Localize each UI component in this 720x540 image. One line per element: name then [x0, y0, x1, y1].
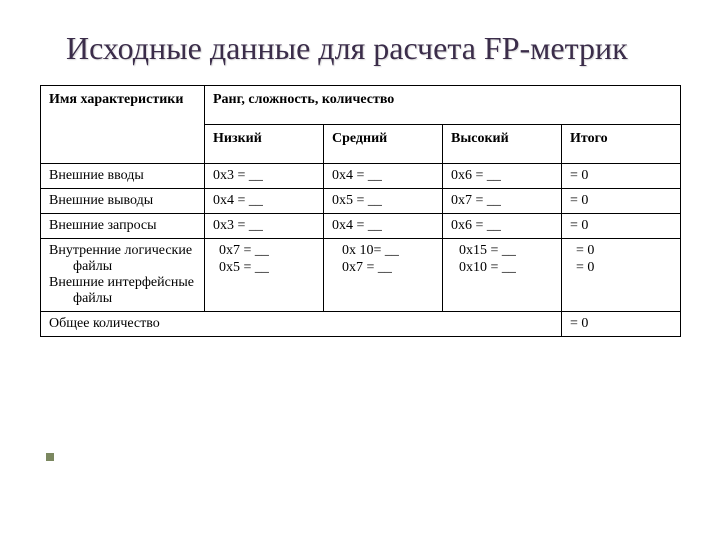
col-header-rank-group: Ранг, сложность, количество [205, 85, 681, 124]
col-header-mid: Средний [324, 124, 443, 163]
cell-mid-compound: 0x 10= __ 0x7 = __ [324, 238, 443, 311]
cell-total: = 0 [562, 188, 681, 213]
cell-low: 0x3 = __ [205, 163, 324, 188]
slide-title: Исходные данные для расчета FP-метрик [66, 30, 690, 67]
cell-high-line1: 0x15 = __ [459, 243, 553, 260]
cell-low-line2: 0x5 = __ [219, 260, 315, 277]
col-header-name-text: Имя характеристики [49, 92, 196, 108]
table-row-compound: Внутренние логические файлы Внешние инте… [41, 238, 681, 311]
table-row: Внешние выводы 0x4 = __ 0x5 = __ 0x7 = _… [41, 188, 681, 213]
cell-mid: 0x4 = __ [324, 163, 443, 188]
table-row: Внешние вводы 0x3 = __ 0x4 = __ 0x6 = __… [41, 163, 681, 188]
table-header-row-1: Имя характеристики Ранг, сложность, коли… [41, 85, 681, 124]
cell-high: 0x6 = __ [443, 163, 562, 188]
table-footer-row: Общее количество = 0 [41, 311, 681, 336]
col-header-low: Низкий [205, 124, 324, 163]
cell-high-line2: 0x10 = __ [459, 260, 553, 277]
col-header-high: Высокий [443, 124, 562, 163]
cell-total-line1: = 0 [576, 243, 672, 260]
cell-low-line1: 0x7 = __ [219, 243, 315, 260]
cell-high: 0x7 = __ [443, 188, 562, 213]
cell-high-compound: 0x15 = __ 0x10 = __ [443, 238, 562, 311]
cell-name-compound: Внутренние логические файлы Внешние инте… [41, 238, 205, 311]
col-header-name: Имя характеристики [41, 85, 205, 163]
cell-mid: 0x5 = __ [324, 188, 443, 213]
fp-input-table: Имя характеристики Ранг, сложность, коли… [40, 85, 681, 337]
cell-total-compound: = 0 = 0 [562, 238, 681, 311]
cell-mid: 0x4 = __ [324, 213, 443, 238]
cell-total-line2: = 0 [576, 260, 672, 277]
cell-name-line1: Внутренние логические файлы [49, 243, 196, 275]
cell-low: 0x4 = __ [205, 188, 324, 213]
cell-low-compound: 0x7 = __ 0x5 = __ [205, 238, 324, 311]
cell-name: Внешние выводы [41, 188, 205, 213]
cell-name: Внешние вводы [41, 163, 205, 188]
cell-name: Внешние запросы [41, 213, 205, 238]
footer-label: Общее количество [41, 311, 562, 336]
cell-low: 0x3 = __ [205, 213, 324, 238]
cell-mid-line1: 0x 10= __ [342, 243, 434, 260]
cell-name-line2: Внешние интерфейсные файлы [49, 275, 196, 307]
table-row: Внешние запросы 0x3 = __ 0x4 = __ 0x6 = … [41, 213, 681, 238]
footer-total: = 0 [562, 311, 681, 336]
cell-mid-line2: 0x7 = __ [342, 260, 434, 277]
cell-total: = 0 [562, 163, 681, 188]
cell-high: 0x6 = __ [443, 213, 562, 238]
col-header-total: Итого [562, 124, 681, 163]
bullet-marker-icon [46, 453, 54, 461]
cell-total: = 0 [562, 213, 681, 238]
